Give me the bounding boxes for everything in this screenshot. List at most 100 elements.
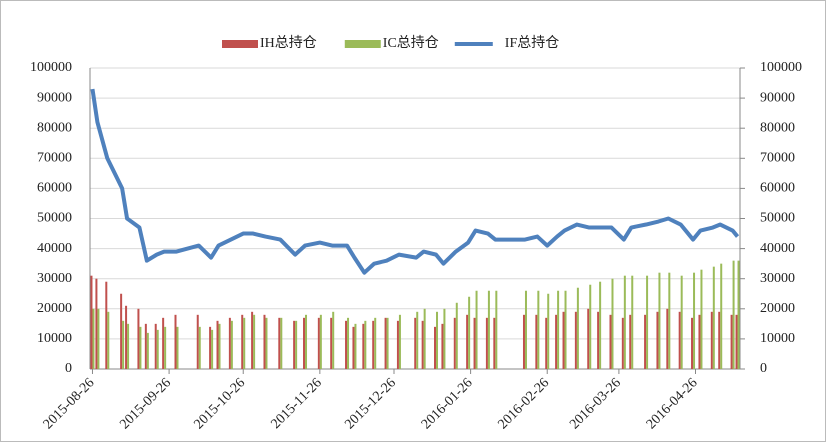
bar	[384, 317, 387, 369]
y-tick-label: 60000	[37, 181, 72, 196]
bar	[230, 320, 233, 369]
legend-swatch	[222, 40, 258, 48]
bar	[547, 293, 550, 369]
bar	[710, 311, 713, 369]
bar	[700, 269, 703, 369]
bar	[305, 314, 308, 369]
bar	[522, 314, 525, 369]
legend-label: IF总持仓	[505, 35, 559, 51]
bar	[319, 314, 322, 369]
bar	[92, 308, 95, 369]
y2-tick-label: 30000	[760, 271, 795, 286]
bar	[562, 311, 565, 369]
bar	[587, 308, 590, 369]
y-tick-label: 90000	[37, 90, 72, 105]
bar	[589, 284, 592, 369]
bar	[317, 317, 320, 369]
legend-label: IH总持仓	[260, 35, 317, 51]
bar	[487, 290, 490, 369]
bar	[139, 326, 142, 369]
legend-label: IC总持仓	[383, 35, 439, 51]
bar	[332, 311, 335, 369]
bar	[137, 308, 140, 369]
bar	[712, 266, 715, 369]
bar	[735, 314, 738, 369]
bar	[352, 326, 355, 369]
bar	[105, 281, 108, 369]
y-tick-label: 100000	[30, 60, 72, 75]
bar	[631, 275, 634, 369]
bar	[295, 320, 298, 369]
y-tick-label: 40000	[37, 241, 72, 256]
bar	[599, 281, 602, 369]
bar	[253, 314, 256, 369]
y2-tick-label: 0	[760, 361, 767, 376]
bar	[293, 320, 296, 369]
bar	[691, 317, 694, 369]
bar	[557, 290, 560, 369]
bar	[545, 317, 548, 369]
y2-tick-label: 70000	[760, 151, 795, 166]
bar	[228, 317, 231, 369]
bar	[303, 317, 306, 369]
bar	[196, 314, 199, 369]
bar	[644, 314, 647, 369]
bar	[218, 323, 221, 369]
bar	[216, 320, 219, 369]
bar	[414, 317, 417, 369]
bar	[466, 314, 469, 369]
bar	[732, 260, 735, 369]
bar	[90, 275, 93, 369]
y-tick-label: 10000	[37, 331, 72, 346]
bar	[698, 314, 701, 369]
bar	[265, 317, 268, 369]
bar	[718, 311, 721, 369]
bar	[125, 305, 128, 369]
bar	[421, 320, 424, 369]
bar	[597, 311, 600, 369]
y-tick-label: 20000	[37, 301, 72, 316]
bar	[95, 278, 98, 369]
bar	[144, 323, 147, 369]
bar	[154, 323, 157, 369]
bar	[621, 317, 624, 369]
bar	[396, 320, 399, 369]
bar	[107, 311, 110, 369]
bar	[468, 296, 471, 369]
bar	[609, 314, 612, 369]
bar	[455, 302, 458, 369]
bar	[156, 329, 159, 369]
bar	[198, 326, 201, 369]
bar	[668, 272, 671, 369]
bar	[146, 332, 149, 369]
bar	[434, 326, 437, 369]
bar	[362, 323, 365, 369]
bar	[423, 308, 426, 369]
bar	[441, 323, 444, 369]
bar	[666, 308, 669, 369]
bar	[537, 290, 540, 369]
bar	[436, 311, 439, 369]
bar	[330, 317, 333, 369]
bar	[658, 272, 661, 369]
bar	[354, 323, 357, 369]
bar	[176, 326, 179, 369]
bar	[241, 314, 244, 369]
bar	[372, 320, 375, 369]
bar	[730, 314, 733, 369]
bar	[473, 317, 476, 369]
y-tick-label: 70000	[37, 151, 72, 166]
bar	[280, 317, 283, 369]
bar	[278, 317, 281, 369]
bar	[576, 287, 579, 369]
bar	[623, 275, 626, 369]
bar	[347, 317, 350, 369]
bar	[211, 329, 214, 369]
y2-tick-label: 40000	[760, 241, 795, 256]
legend-swatch	[344, 40, 381, 48]
y2-tick-label: 90000	[760, 90, 795, 105]
bar	[646, 275, 649, 369]
bar	[164, 326, 167, 369]
y-tick-label: 0	[65, 361, 72, 376]
